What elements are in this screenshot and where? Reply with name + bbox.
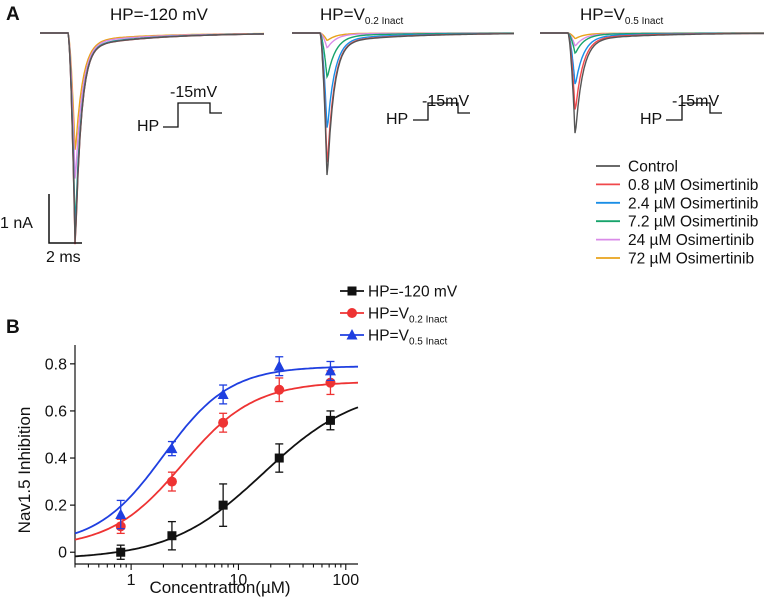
protocol-step-label: -15mV xyxy=(422,93,469,110)
scale-bar-time-label: 2 ms xyxy=(46,249,81,266)
y-tick-label: 0 xyxy=(58,545,67,562)
trace-panel-title: HP=V0.2 Inact xyxy=(320,5,403,27)
trace-panel-title: HP=V0.5 Inact xyxy=(580,5,663,27)
current-traces xyxy=(292,32,514,176)
panel-b-letter: B xyxy=(6,317,20,338)
current-traces xyxy=(540,32,764,134)
data-point xyxy=(274,453,284,463)
scale-bar-current-label: 1 nA xyxy=(0,215,33,232)
data-point xyxy=(218,417,229,428)
fit-curve xyxy=(74,381,359,541)
current-trace xyxy=(540,32,764,134)
chart-legend-label: HP=-120 mV xyxy=(368,284,458,301)
y-tick-label: 0.2 xyxy=(45,498,67,515)
data-point xyxy=(166,442,178,454)
legend-label: 72 µM Osimertinib xyxy=(628,251,754,268)
x-tick-label: 1 xyxy=(127,572,136,589)
protocol-step-line xyxy=(163,102,222,128)
protocol-step-line xyxy=(413,102,470,121)
voltage-protocol: HP -15mV xyxy=(640,93,722,128)
voltage-protocol: HP -15mV xyxy=(386,93,470,128)
protocol-hp-label: HP xyxy=(640,111,662,128)
data-point xyxy=(115,508,127,520)
current-trace xyxy=(292,32,514,80)
legend-label: Control xyxy=(628,159,678,176)
y-axis-title: Nav1.5 Inhibition xyxy=(15,407,34,534)
data-point xyxy=(274,384,285,395)
data-point xyxy=(273,360,285,371)
fit-curve xyxy=(74,365,358,535)
voltage-protocol: HP -15mV xyxy=(137,84,222,135)
data-point xyxy=(217,388,229,399)
trace-panel-title: HP=-120 mV xyxy=(110,5,208,24)
legend-label: 7.2 µM Osimertinib xyxy=(628,214,758,231)
protocol-step-label: -15mV xyxy=(672,93,719,110)
inhibition-chart: 0 0.2 0.4 0.6 0.8 1 10 100 HP=-120 mV HP=V0.2 In… xyxy=(15,284,458,598)
legend-label: 24 µM Osimertinib xyxy=(628,232,754,249)
scale-bar-lines xyxy=(48,194,82,244)
protocol-step-label: -15mV xyxy=(170,84,217,101)
protocol-step-line xyxy=(666,102,722,121)
chart-legend-label: HP=V0.2 Inact xyxy=(368,306,448,326)
legend-label: 2.4 µM Osimertinib xyxy=(628,195,758,212)
x-tick-label: 10 xyxy=(230,572,248,589)
chart-legend-marker xyxy=(346,329,358,340)
chart-legend-marker xyxy=(347,286,357,296)
current-trace xyxy=(40,32,264,243)
y-tick-label: 0.8 xyxy=(45,356,67,373)
data-point xyxy=(116,547,126,557)
legend-label: 0.8 µM Osimertinib xyxy=(628,177,758,194)
trace-panel-hp-120: HP=-120 mV HP -15mV xyxy=(40,5,265,245)
trace-panel-v02: HP=V0.2 Inact HP -15mV xyxy=(292,5,514,176)
y-tick-label: 0.4 xyxy=(45,451,67,468)
scale-bar: 1 nA 2 ms xyxy=(0,194,82,266)
trace-panel-v05: HP=V0.5 Inact HP -15mV xyxy=(540,5,764,134)
x-tick-label: 100 xyxy=(332,572,359,589)
chart-legend-label: HP=V0.5 Inact xyxy=(368,328,448,348)
protocol-hp-label: HP xyxy=(137,118,159,135)
protocol-hp-label: HP xyxy=(386,111,408,128)
x-axis-title: Concentration(µM) xyxy=(149,578,290,597)
chart-axes: 0 0.2 0.4 0.6 0.8 1 10 100 xyxy=(45,345,359,589)
panel-a-letter: A xyxy=(6,4,20,25)
data-point xyxy=(166,476,177,487)
chart-legend-marker xyxy=(347,308,357,318)
current-traces xyxy=(40,32,265,245)
data-point xyxy=(167,531,177,541)
data-point xyxy=(325,415,335,425)
y-tick-label: 0.6 xyxy=(45,403,67,420)
data-point xyxy=(324,364,336,376)
current-trace xyxy=(292,32,514,176)
data-point xyxy=(218,500,228,510)
data-points xyxy=(115,356,336,560)
